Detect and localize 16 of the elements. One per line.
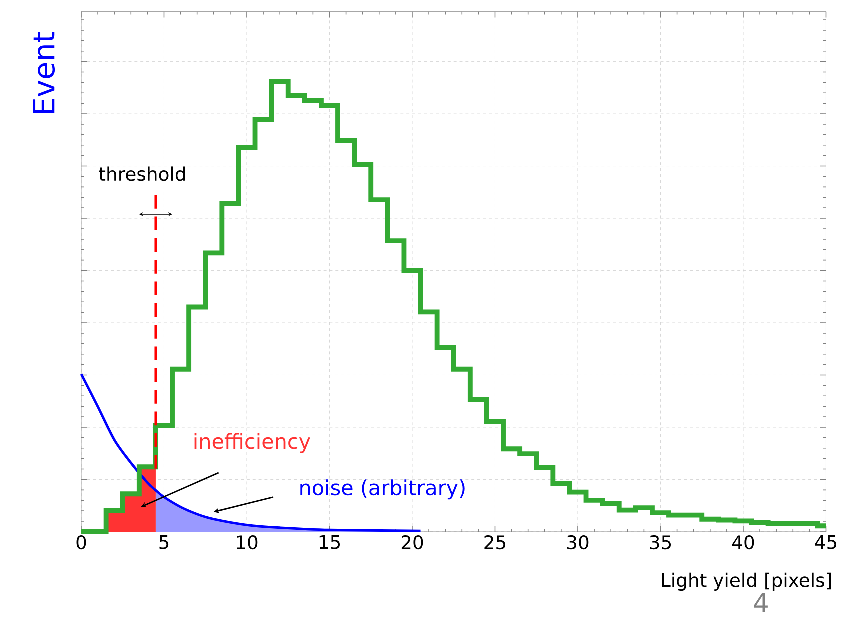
x-tick-label: 5 xyxy=(160,536,169,550)
annotation: noise (arbitrary) xyxy=(300,480,465,500)
x-tick-label: 15 xyxy=(320,536,340,550)
annotation: inefficiency xyxy=(194,433,310,454)
x-tick-label: 30 xyxy=(568,536,589,550)
x-axis-title: Light yield [pixels] xyxy=(662,573,832,592)
ref-line-label: threshold xyxy=(99,166,186,182)
x-tick-label: 0 xyxy=(76,536,86,550)
y-axis-title: Event xyxy=(33,32,56,114)
x-tick-label: 25 xyxy=(484,536,506,550)
x-tick-label: 20 xyxy=(402,536,424,550)
text: 4 xyxy=(754,594,768,612)
x-tick-label: 10 xyxy=(237,536,258,550)
x-tick-label: 45 xyxy=(815,536,837,550)
x-tick-label: 35 xyxy=(650,536,672,550)
x-tick-label: 40 xyxy=(732,536,754,550)
